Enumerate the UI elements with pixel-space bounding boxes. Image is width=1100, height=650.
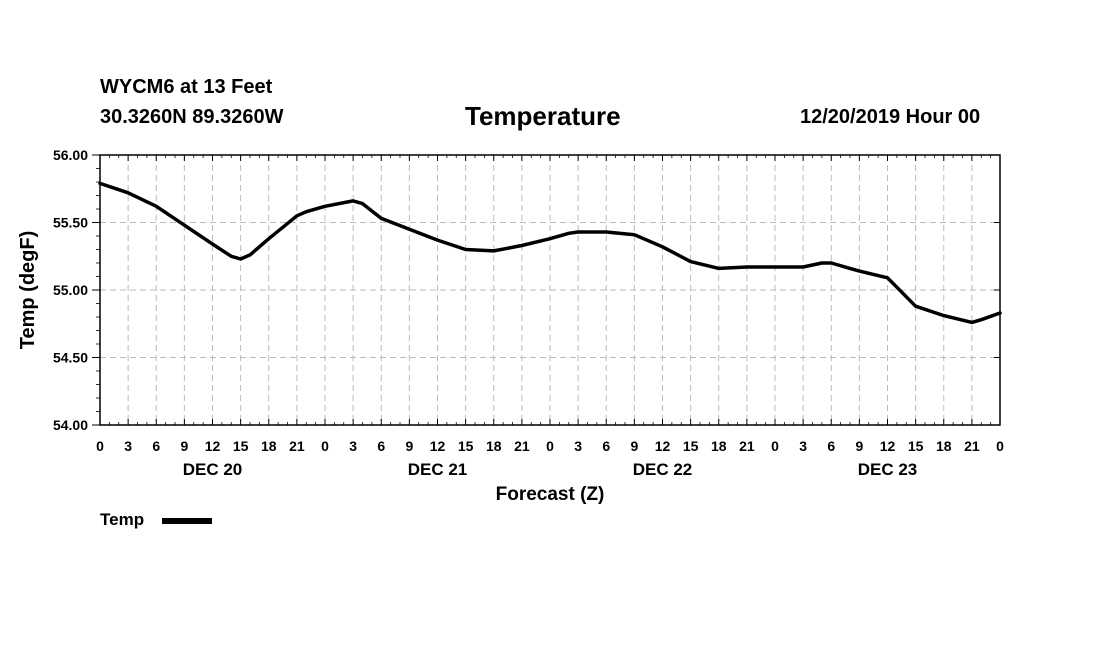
axis-labels: 0 3 6 9 12 15 18 21 0 3 6 9 12 15 18 21 0 3 6 9 12 15 18 21 0 3 6 9… xyxy=(53,147,1004,479)
x-tick-label: 15 xyxy=(908,438,924,454)
y-tick-label: 55.00 xyxy=(53,282,88,298)
day-label: DEC 23 xyxy=(858,460,918,479)
x-tick-label: 0 xyxy=(546,438,554,454)
x-tick-label: 15 xyxy=(233,438,249,454)
x-tick-label: 9 xyxy=(855,438,863,454)
x-tick-label: 6 xyxy=(377,438,385,454)
x-tick-label: 21 xyxy=(964,438,980,454)
x-tick-label: 12 xyxy=(880,438,896,454)
day-label: DEC 22 xyxy=(633,460,693,479)
x-tick-label: 21 xyxy=(739,438,755,454)
datetime-label: 12/20/2019 Hour 00 xyxy=(800,106,981,128)
chart-title: Temperature xyxy=(465,101,621,131)
x-tick-label: 3 xyxy=(574,438,582,454)
x-tick-label: 21 xyxy=(289,438,305,454)
x-tick-label: 3 xyxy=(349,438,357,454)
y-tick-label: 55.50 xyxy=(53,215,88,231)
y-tick-label: 54.00 xyxy=(53,417,88,433)
x-tick-label: 12 xyxy=(430,438,446,454)
x-tick-label: 0 xyxy=(996,438,1004,454)
y-tick-label: 56.00 xyxy=(53,147,88,163)
x-tick-label: 9 xyxy=(630,438,638,454)
x-tick-label: 9 xyxy=(180,438,188,454)
y-tick-label: 54.50 xyxy=(53,350,88,366)
x-tick-label: 15 xyxy=(683,438,699,454)
y-axis-label: Temp (degF) xyxy=(17,231,39,350)
x-tick-label: 3 xyxy=(799,438,807,454)
x-tick-label: 0 xyxy=(96,438,104,454)
day-label: DEC 21 xyxy=(408,460,468,479)
x-tick-label: 6 xyxy=(152,438,160,454)
x-tick-label: 18 xyxy=(261,438,277,454)
x-tick-label: 18 xyxy=(711,438,727,454)
x-tick-label: 18 xyxy=(936,438,952,454)
series-layer xyxy=(98,181,1002,325)
x-tick-label: 12 xyxy=(655,438,671,454)
x-tick-label: 6 xyxy=(827,438,835,454)
x-tick-label: 15 xyxy=(458,438,474,454)
x-tick-label: 18 xyxy=(486,438,502,454)
grid-lines xyxy=(100,155,1000,425)
x-tick-label: 21 xyxy=(514,438,530,454)
x-tick-label: 3 xyxy=(124,438,132,454)
x-axis-label: Forecast (Z) xyxy=(496,484,605,505)
legend-label: Temp xyxy=(100,510,144,529)
day-label: DEC 20 xyxy=(183,460,243,479)
x-tick-label: 0 xyxy=(771,438,779,454)
coordinates-label: 30.3260N 89.3260W xyxy=(100,106,284,128)
x-tick-label: 12 xyxy=(205,438,221,454)
x-tick-label: 0 xyxy=(321,438,329,454)
plot-frame xyxy=(99,154,1001,426)
series-line-temp xyxy=(98,181,1002,325)
x-tick-label: 9 xyxy=(405,438,413,454)
x-tick-label: 6 xyxy=(602,438,610,454)
station-label: WYCM6 at 13 Feet xyxy=(100,76,273,98)
